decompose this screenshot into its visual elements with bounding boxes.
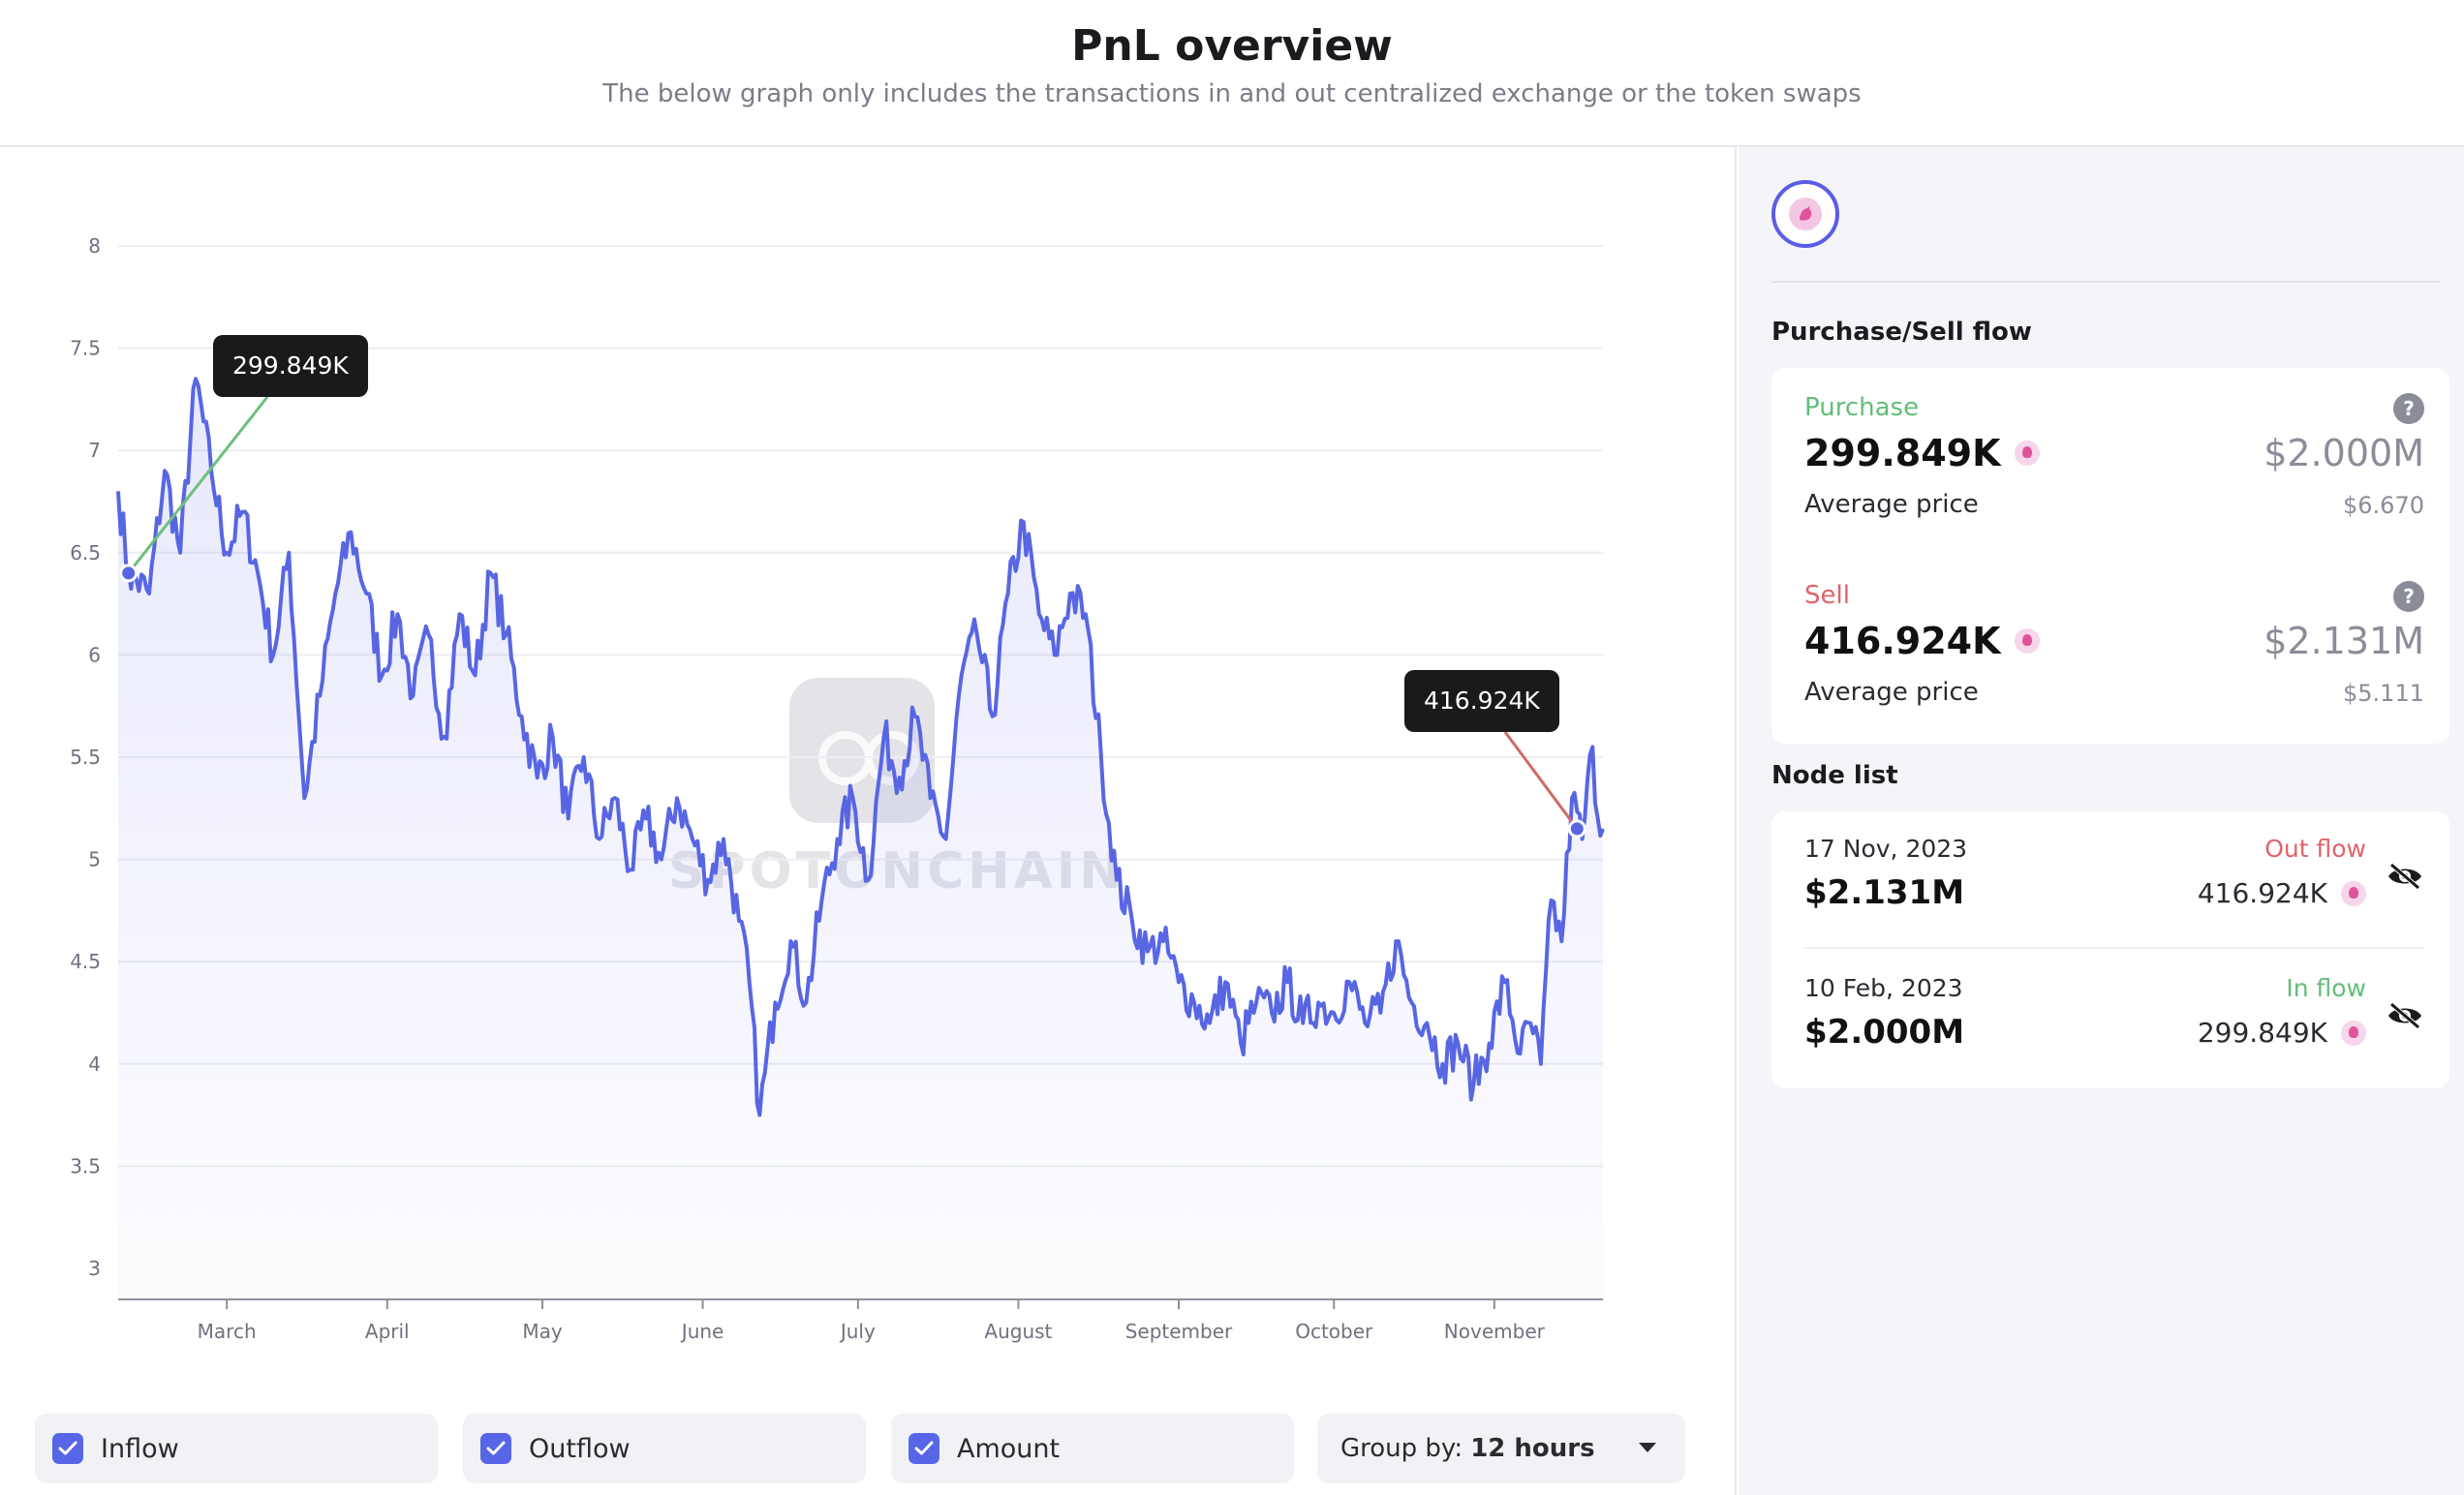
x-tick-label: June	[680, 1320, 724, 1343]
y-tick-label: 8	[88, 234, 101, 258]
amount-checkbox[interactable]	[909, 1433, 939, 1464]
x-tick-label: November	[1444, 1320, 1546, 1343]
y-tick-label: 3	[88, 1257, 101, 1280]
purchase-sell-card: Purchase ? 299.849K $2.000M Average pric…	[1771, 368, 2449, 744]
purchase-amount: 299.849K	[1804, 432, 2040, 474]
amount-label: Amount	[957, 1433, 1061, 1464]
side-divider	[1771, 281, 2440, 283]
marker-dot[interactable]	[1567, 819, 1586, 839]
check-icon	[486, 1441, 506, 1455]
x-tick-label: March	[198, 1320, 257, 1343]
purchase-amount-value: 299.849K	[1804, 432, 2001, 474]
inflow-toggle[interactable]: Inflow	[35, 1414, 438, 1483]
purchase-row: Purchase ? 299.849K $2.000M Average pric…	[1804, 393, 2424, 538]
help-icon[interactable]: ?	[2393, 393, 2424, 424]
node-amount-value: 416.924K	[2197, 877, 2327, 909]
x-tick-label: September	[1125, 1320, 1233, 1343]
token-avatar[interactable]	[1771, 180, 1839, 248]
node-flow-type: In flow	[2286, 974, 2366, 1002]
marker-dot[interactable]	[119, 564, 139, 583]
node-divider	[1804, 947, 2424, 949]
help-icon[interactable]: ?	[2393, 581, 2424, 612]
page-subtitle: The below graph only includes the transa…	[602, 79, 1862, 108]
x-tick-label: August	[984, 1320, 1052, 1343]
token-icon	[2014, 441, 2040, 466]
x-tick-label: July	[839, 1320, 876, 1343]
node-date: 10 Feb, 2023	[1804, 974, 1963, 1002]
sell-avg-label: Average price	[1804, 678, 1979, 707]
eye-slash-icon[interactable]	[2386, 1001, 2424, 1030]
y-tick-label: 5.5	[70, 746, 101, 769]
token-icon	[2341, 880, 2366, 906]
y-tick-label: 3.5	[70, 1154, 101, 1177]
marker-tooltip: 416.924K	[1404, 670, 1559, 732]
y-tick-label: 4	[88, 1053, 101, 1076]
node-amount: 299.849K	[2198, 1017, 2366, 1049]
sell-avg-value: $5.111	[2343, 680, 2424, 707]
amount-toggle[interactable]: Amount	[891, 1414, 1294, 1483]
purchase-avg-label: Average price	[1804, 490, 1979, 519]
node-usd: $2.131M	[1804, 873, 1965, 912]
side-panel: Purchase/Sell flow Purchase ? 299.849K $…	[1739, 147, 2464, 1495]
node-list-card: 17 Nov, 2023 $2.131M Out flow 416.924K 1…	[1771, 811, 2449, 1088]
token-icon	[2014, 628, 2040, 654]
y-tick-label: 7.5	[70, 337, 101, 360]
outflow-toggle[interactable]: Outflow	[463, 1414, 866, 1483]
group-by-value: 12 hours	[1470, 1434, 1595, 1463]
group-by-label: Group by:	[1340, 1434, 1463, 1463]
y-tick-label: 7	[88, 439, 101, 462]
sell-amount: 416.924K	[1804, 620, 2040, 662]
y-tick-label: 4.5	[70, 950, 101, 973]
group-by-select[interactable]: Group by: 12 hours	[1317, 1414, 1685, 1483]
check-icon	[914, 1441, 934, 1455]
sell-amount-value: 416.924K	[1804, 620, 2001, 662]
inflow-label: Inflow	[101, 1433, 179, 1464]
marker-tooltip: 299.849K	[213, 335, 368, 397]
pnl-chart[interactable]: 3 3.5 4 4.5 5 5.5 6 6.5 7 7.5 8 March April May June Ju…	[0, 147, 1737, 1406]
series-area	[118, 379, 1603, 1297]
page-title: PnL overview	[1071, 21, 1393, 71]
token-icon	[2341, 1020, 2366, 1046]
eye-slash-icon[interactable]	[2386, 862, 2424, 891]
node-amount-value: 299.849K	[2197, 1017, 2327, 1049]
chart-panel: SPOTONCHAIN 33.544.555.566.577.58MarchAp…	[0, 147, 1737, 1495]
sell-usd: $2.131M	[2264, 620, 2424, 662]
y-tick-label: 6	[88, 643, 101, 666]
flow-section-title: Purchase/Sell flow	[1771, 318, 2032, 347]
x-tick-label: May	[522, 1320, 563, 1343]
x-tick-label: October	[1295, 1320, 1373, 1343]
marker-leader-line	[127, 396, 269, 574]
outflow-label: Outflow	[529, 1433, 631, 1464]
node-list-item[interactable]: 10 Feb, 2023 $2.000M In flow 299.849K	[1804, 974, 2424, 1061]
sell-row: Sell ? 416.924K $2.131M Average price $5…	[1804, 581, 2424, 726]
purchase-avg-value: $6.670	[2343, 492, 2424, 519]
y-tick-label: 6.5	[70, 541, 101, 564]
check-icon	[58, 1441, 77, 1455]
chevron-down-icon	[1639, 1443, 1656, 1452]
node-list-item[interactable]: 17 Nov, 2023 $2.131M Out flow 416.924K	[1804, 835, 2424, 922]
marker-leader-line	[1503, 731, 1579, 830]
node-flow-type: Out flow	[2264, 835, 2366, 863]
inflow-checkbox[interactable]	[52, 1433, 83, 1464]
node-usd: $2.000M	[1804, 1013, 1965, 1052]
node-amount: 416.924K	[2198, 877, 2366, 909]
outflow-checkbox[interactable]	[480, 1433, 511, 1464]
x-tick-label: April	[365, 1320, 410, 1343]
purchase-usd: $2.000M	[2264, 432, 2424, 474]
purchase-label: Purchase	[1804, 393, 1920, 422]
unicorn-token-icon	[1789, 198, 1822, 230]
node-list-title: Node list	[1771, 761, 1898, 790]
sell-label: Sell	[1804, 581, 1850, 610]
page-header: PnL overview The below graph only includ…	[0, 0, 2464, 147]
y-tick-label: 5	[88, 848, 101, 871]
node-date: 17 Nov, 2023	[1804, 835, 1968, 863]
series-line[interactable]	[116, 377, 1605, 1117]
